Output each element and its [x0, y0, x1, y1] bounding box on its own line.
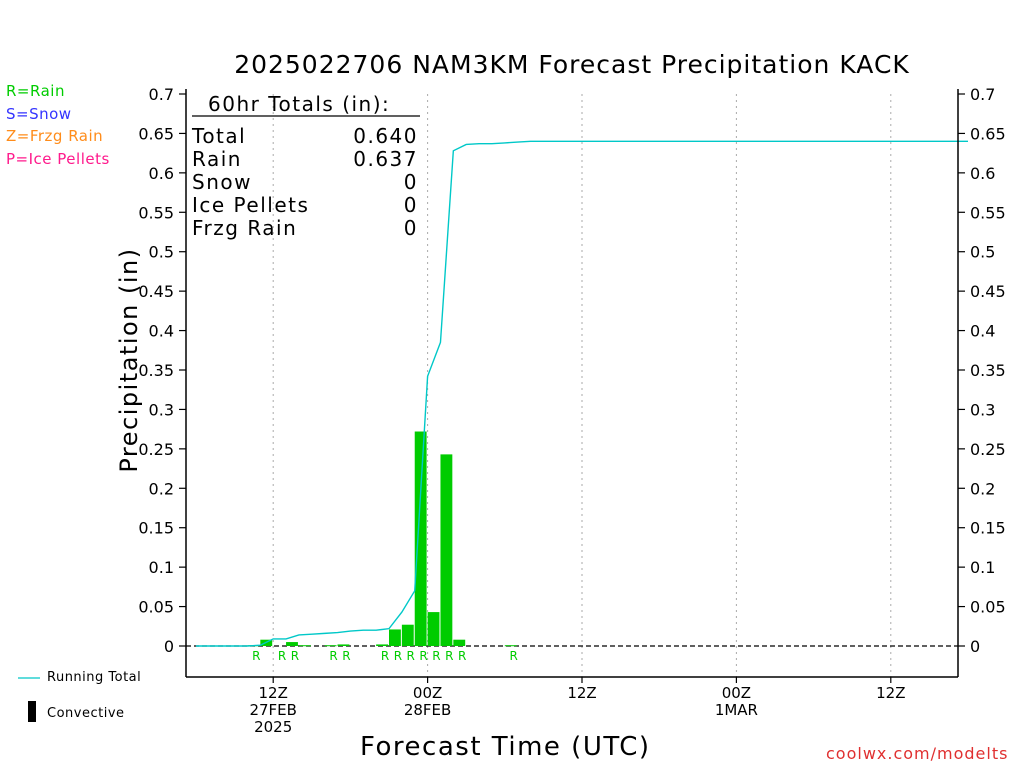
y-tick-label-right: 0.2	[970, 479, 995, 498]
precip-bar	[286, 642, 298, 646]
y-ticks: 0 00.05 0.050.1 0.10.15 0.150.2 0.20.25 0.250.…	[138, 85, 1005, 656]
precip-bars	[247, 431, 517, 647]
running-total-polyline	[196, 140, 968, 647]
precip-bar	[414, 431, 427, 646]
y-tick-label-left: 0.2	[149, 479, 174, 498]
y-tick-label-right: 0.55	[970, 203, 1006, 222]
y-tick-label-right: 0	[970, 637, 980, 656]
y-tick-label-right: 0.7	[970, 85, 995, 104]
y-tick-label-right: 0.4	[970, 322, 995, 341]
y-tick-label-right: 0.6	[970, 164, 995, 183]
y-tick-label-left: 0.45	[138, 282, 174, 301]
y-tick-label-left: 0.65	[138, 124, 174, 143]
precip-bar	[376, 644, 388, 646]
y-tick-label-right: 0.15	[970, 519, 1006, 538]
rain-marker: R	[381, 649, 389, 663]
y-tick-label-right: 0.45	[970, 282, 1006, 301]
x-tick-label: 00Z	[413, 684, 442, 702]
y-tick-label-right: 0.05	[970, 598, 1006, 617]
x-tick-label: 2025	[254, 718, 292, 736]
convective-legend-swatch	[28, 701, 36, 722]
totals-row-value: 0.637	[353, 147, 418, 171]
totals-row-value: 0.640	[353, 124, 418, 148]
legend-frzg-rain: Z=Frzg Rain	[6, 127, 104, 145]
y-tick-label-left: 0.35	[138, 361, 174, 380]
rain-marker: R	[252, 649, 260, 663]
axes	[185, 89, 959, 678]
rain-marker: R	[329, 649, 337, 663]
credit-text: coolwx.com/modelts	[826, 744, 1009, 763]
totals-row-label: Rain	[192, 147, 242, 171]
chart-title: 2025022706 NAM3KM Forecast Precipitation…	[234, 50, 910, 79]
totals-row-value: 0	[404, 193, 418, 217]
totals-row-label: Frzg Rain	[192, 216, 297, 240]
convective-legend-label: Convective	[47, 706, 125, 721]
precip-bar	[298, 645, 311, 647]
y-tick-label-left: 0.5	[149, 243, 174, 262]
x-tick-label: 12Z	[567, 684, 596, 702]
precip-bar	[504, 645, 517, 647]
totals-row-label: Total	[191, 124, 246, 148]
y-tick-label-right: 0.3	[970, 400, 995, 419]
totals-row-label: Ice Pellets	[192, 193, 309, 217]
x-tick-label: 00Z	[722, 684, 751, 702]
rain-marker: R	[394, 649, 402, 663]
totals-row-value: 0	[404, 216, 418, 240]
precip-bar	[337, 644, 350, 646]
y-tick-label-left: 0.4	[149, 322, 174, 341]
precip-bar	[401, 624, 414, 646]
y-tick-label-left: 0.6	[149, 164, 174, 183]
y-tick-label-right: 0.65	[970, 124, 1006, 143]
totals-header: 60hr Totals (in):	[208, 92, 390, 116]
totals-row-value: 0	[404, 170, 418, 194]
y-tick-label-left: 0	[164, 637, 174, 656]
x-tick-label: 12Z	[259, 684, 288, 702]
precip-bar	[389, 629, 401, 646]
y-tick-label-left: 0.25	[138, 440, 174, 459]
x-tick-label: 1MAR	[715, 701, 758, 719]
rain-marker: R	[509, 649, 517, 663]
rain-marker: R	[291, 649, 299, 663]
y-tick-label-right: 0.25	[970, 440, 1006, 459]
totals-row-label: Snow	[192, 170, 252, 194]
rain-marker: R	[278, 649, 286, 663]
precip-bar	[453, 639, 466, 646]
y-tick-label-left: 0.1	[149, 558, 174, 577]
y-tick-label-left: 0.7	[149, 85, 174, 104]
rain-marker: R	[342, 649, 350, 663]
y-tick-label-left: 0.05	[138, 598, 174, 617]
precip-bar	[440, 454, 453, 646]
y-tick-label-right: 0.1	[970, 558, 995, 577]
rain-marker: R	[419, 649, 427, 663]
y-tick-label-right: 0.35	[970, 361, 1006, 380]
running-total-legend-label: Running Total	[47, 670, 142, 685]
legend-snow: S=Snow	[6, 105, 72, 123]
y-tick-label-left: 0.3	[149, 400, 174, 419]
totals-box: 60hr Totals (in): Total 0.640 Rain 0.637 Snow…	[191, 92, 420, 240]
x-tick-label: 12Z	[876, 684, 905, 702]
legend-ice-pellets: P=Ice Pellets	[6, 150, 110, 168]
running-total-line	[196, 140, 968, 647]
y-tick-label-right: 0.5	[970, 243, 995, 262]
x-axis-label: Forecast Time (UTC)	[360, 732, 651, 762]
rain-marker: R	[458, 649, 466, 663]
rain-marker: R	[445, 649, 453, 663]
rain-marker: R	[407, 649, 415, 663]
x-tick-label: 27FEB	[249, 701, 296, 719]
precip-bar	[427, 612, 440, 646]
grid-lines	[186, 94, 958, 677]
precip-bar	[324, 645, 337, 647]
rain-marker: R	[432, 649, 440, 663]
y-tick-label-left: 0.55	[138, 203, 174, 222]
y-tick-label-left: 0.15	[138, 519, 174, 538]
x-tick-label: 28FEB	[404, 701, 451, 719]
legend-rain: R=Rain	[6, 82, 65, 100]
